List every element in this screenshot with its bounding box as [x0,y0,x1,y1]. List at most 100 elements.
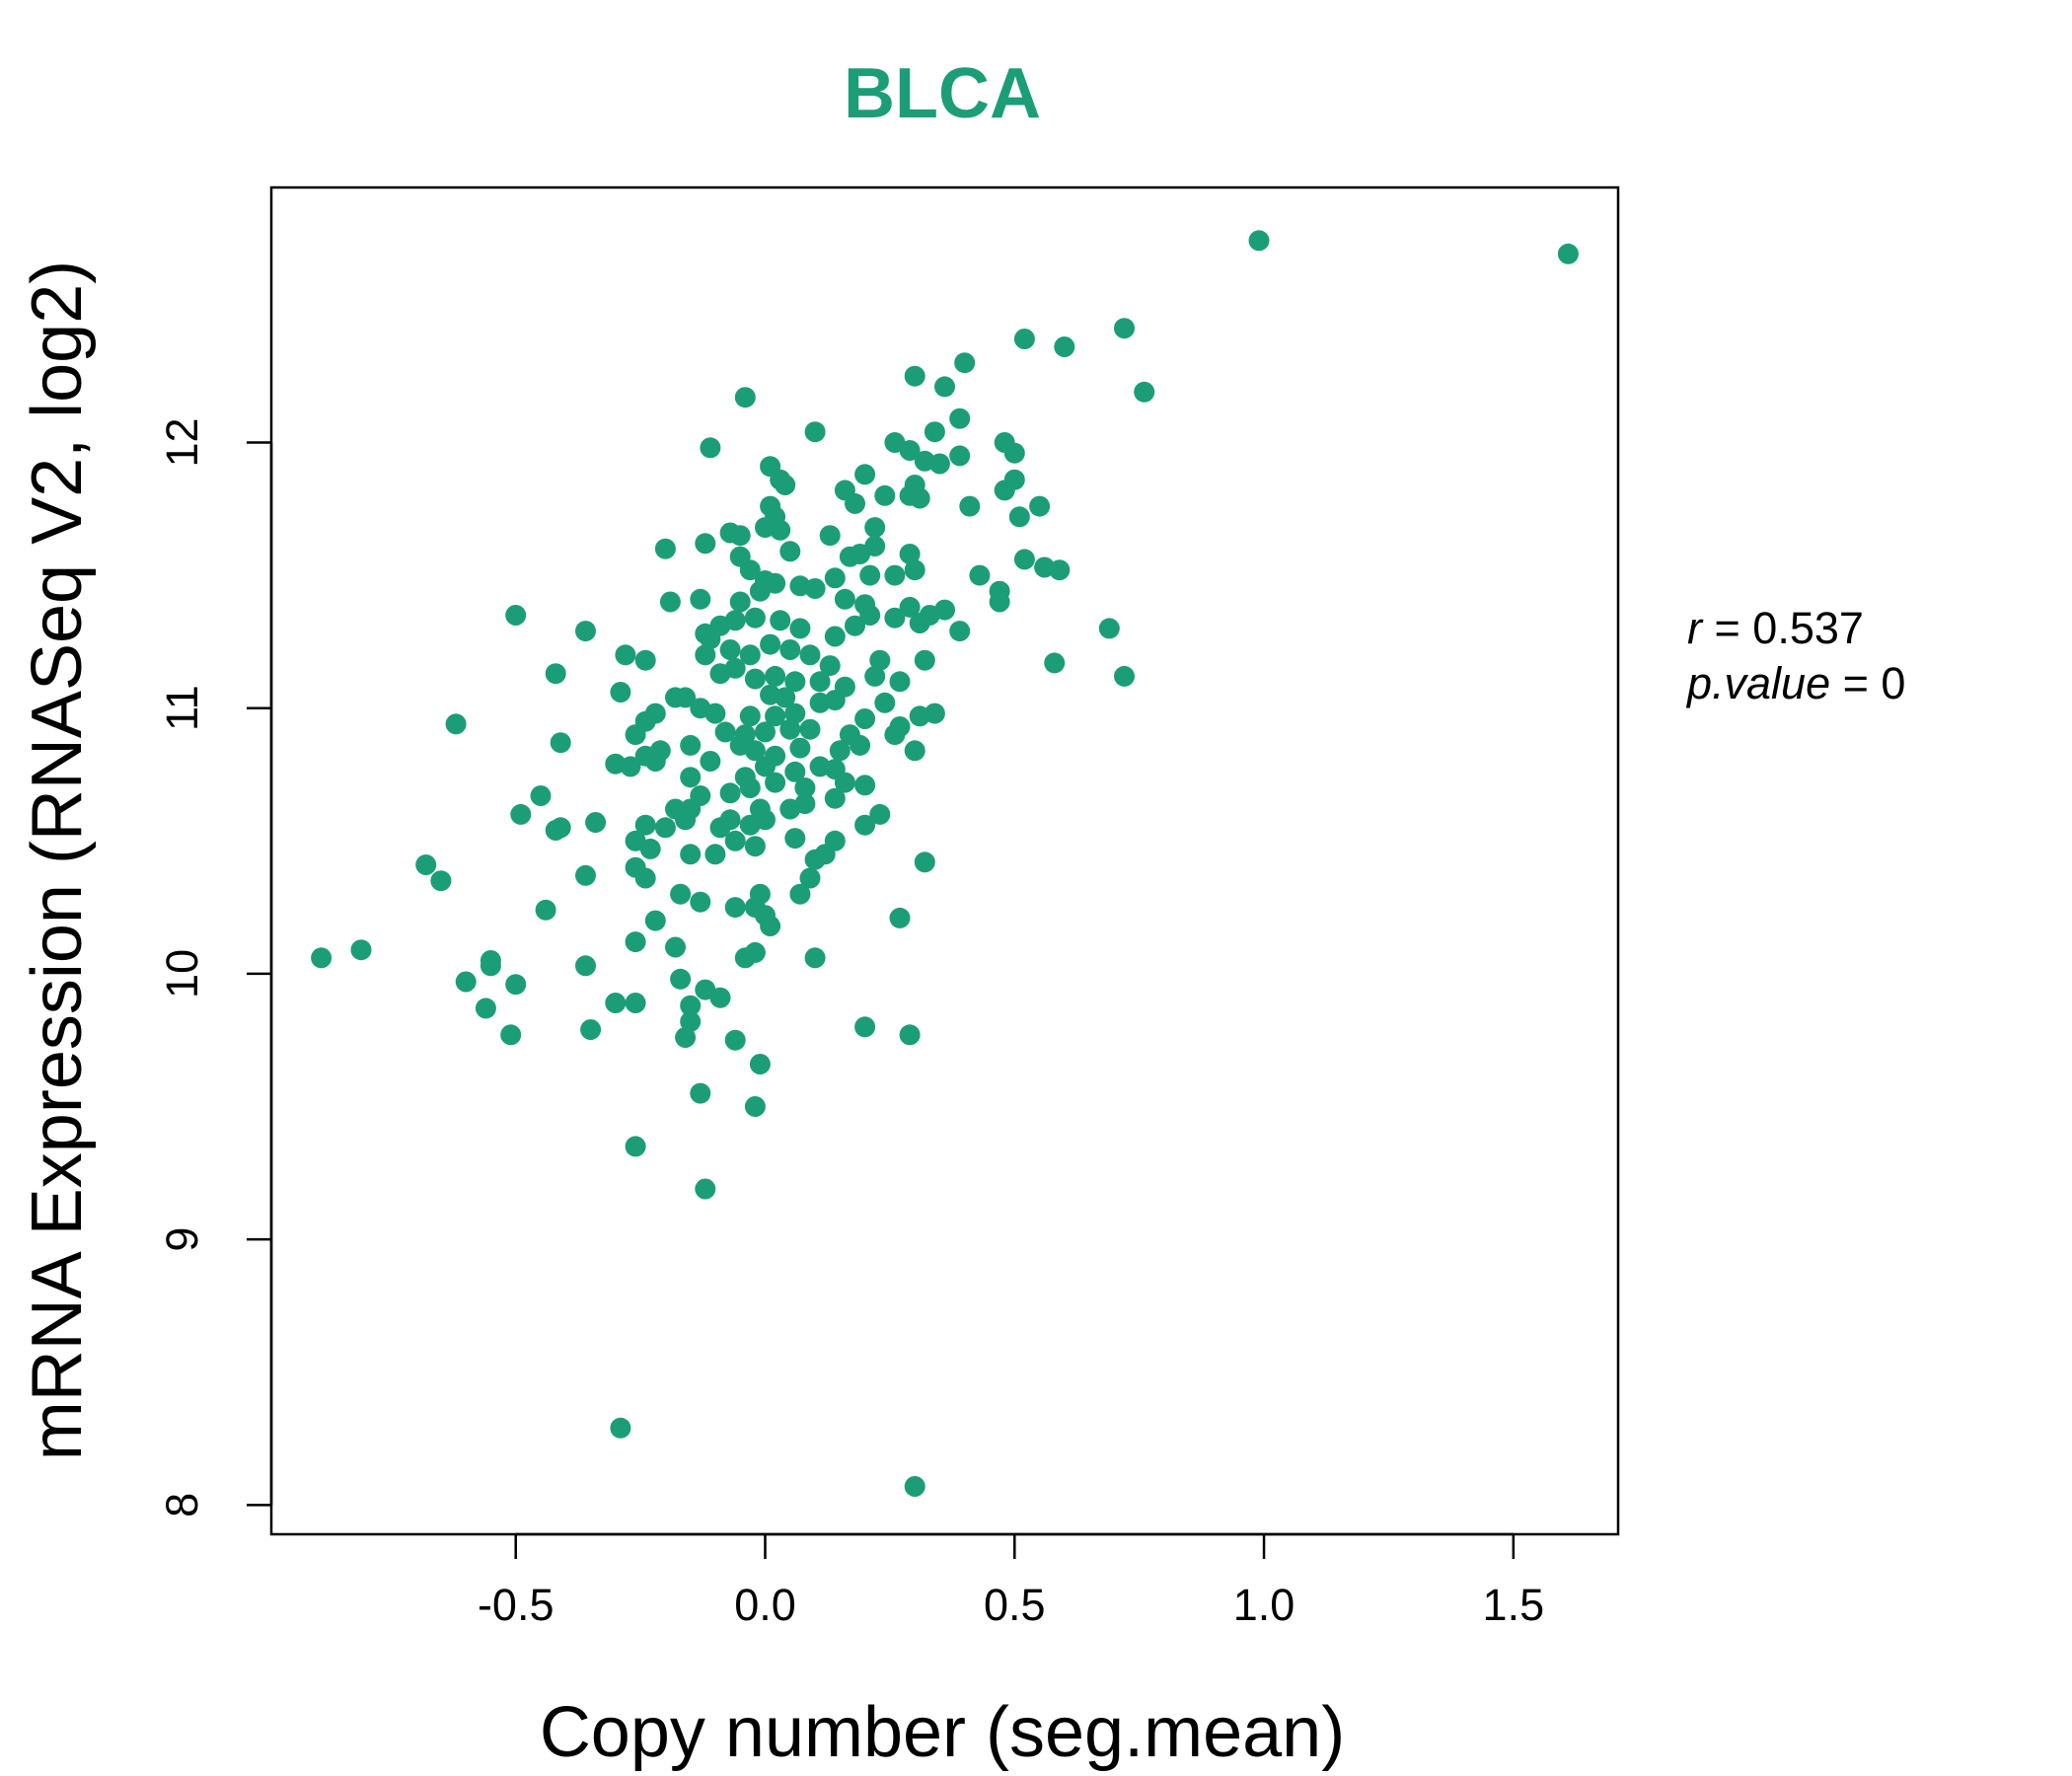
scatter-point [799,718,821,740]
scatter-point [675,809,697,831]
scatter-point [625,724,646,746]
scatter-point [1248,230,1270,252]
scatter-point [899,596,921,618]
scatter-point [744,607,766,629]
scatter-point [770,610,791,631]
scatter-point [854,1016,876,1038]
scatter-point [799,867,821,889]
scatter-point [1008,506,1030,528]
scatter-point [854,708,876,729]
scatter-point [575,864,596,886]
scatter-point [765,705,786,727]
scatter-point [729,591,751,613]
scatter-point [819,525,841,547]
scatter-point [804,421,826,443]
scatter-point [994,480,1015,501]
scatter-point [415,854,437,875]
scatter-point [709,987,731,1008]
scatter-point [695,1178,716,1200]
y-tick-label: 8 [157,1493,207,1517]
scatter-point [719,782,741,804]
scatter-point [914,851,935,873]
scatter-point [724,1029,746,1051]
scatter-point [510,803,532,825]
scatter-point [545,663,566,685]
scatter-point [535,899,556,921]
scatter-point [784,671,806,693]
scatter-point [755,721,776,743]
scatter-point [500,1024,522,1046]
scatter-point [1134,381,1155,403]
scatter-point [680,767,702,788]
scatter-point [904,1476,925,1497]
scatter-point [709,817,731,839]
scatter-point [311,947,333,969]
y-axis-label: mRNA Expression (RNASeq V2, log2) [18,260,97,1460]
scatter-point [695,644,716,666]
scatter-point [1013,549,1035,570]
scatter-point [1114,665,1135,687]
scatter-point [659,591,681,613]
scatter-point [719,639,741,660]
data-points [311,230,1579,1497]
scatter-point [605,993,627,1013]
scatter-point [904,740,925,762]
scatter-point [1557,243,1579,264]
scatter-point [700,629,721,650]
scatter-point [989,591,1010,613]
scatter-point [714,721,736,743]
scatter-point [1013,329,1035,349]
scatter-point [760,633,781,655]
scatter-point [899,1024,921,1046]
scatter-point [625,830,646,851]
scatter-point [634,867,656,889]
correlation-stats: r = 0.537 p.value = 0 [1685,603,1905,708]
scatter-point [1044,652,1066,674]
scatter-point [804,849,826,870]
scatter-point [789,737,811,759]
y-tick-label: 9 [157,1227,207,1252]
scatter-point [709,663,731,685]
x-tick-label: 0.5 [984,1580,1046,1630]
scatter-point [784,828,806,850]
x-tick-label: -0.5 [478,1580,555,1630]
scatter-point [1029,495,1051,517]
scatter-point [530,785,552,806]
scatter-point [954,352,976,374]
scatter-point [889,671,911,693]
scatter-point [455,971,477,993]
scatter-point [949,445,971,467]
scatter-point [824,626,846,647]
scatter-point [809,671,831,693]
scatter-point [475,998,496,1019]
scatter-point [610,1417,631,1439]
scatter-point [924,421,945,443]
scatter-point [625,993,646,1013]
scatter-point [680,995,702,1016]
scatter-point [864,517,886,539]
scatter-point [909,487,930,509]
scatter-point [700,437,721,459]
scatter-point [690,588,711,610]
scatter-point [739,814,761,836]
scatter-point [700,751,721,772]
scatter-point [739,644,761,666]
scatter-point [874,484,896,506]
scatter-point [869,649,891,671]
scatter-point [884,724,906,746]
scatter-point [690,891,711,913]
y-tick-label: 12 [157,417,207,467]
scatter-point [949,621,971,642]
scatter-point [615,644,636,666]
scatter-point [545,820,566,841]
scatter-point [695,533,716,555]
scatter-point [575,955,596,977]
scatter-point [760,916,781,936]
scatter-point [765,665,786,687]
scatter-point [834,772,855,793]
y-tick-label: 10 [157,949,207,999]
scatter-point [724,897,746,919]
scatter-point [749,580,771,602]
scatter-point [704,844,726,865]
scatter-point [1098,618,1120,639]
